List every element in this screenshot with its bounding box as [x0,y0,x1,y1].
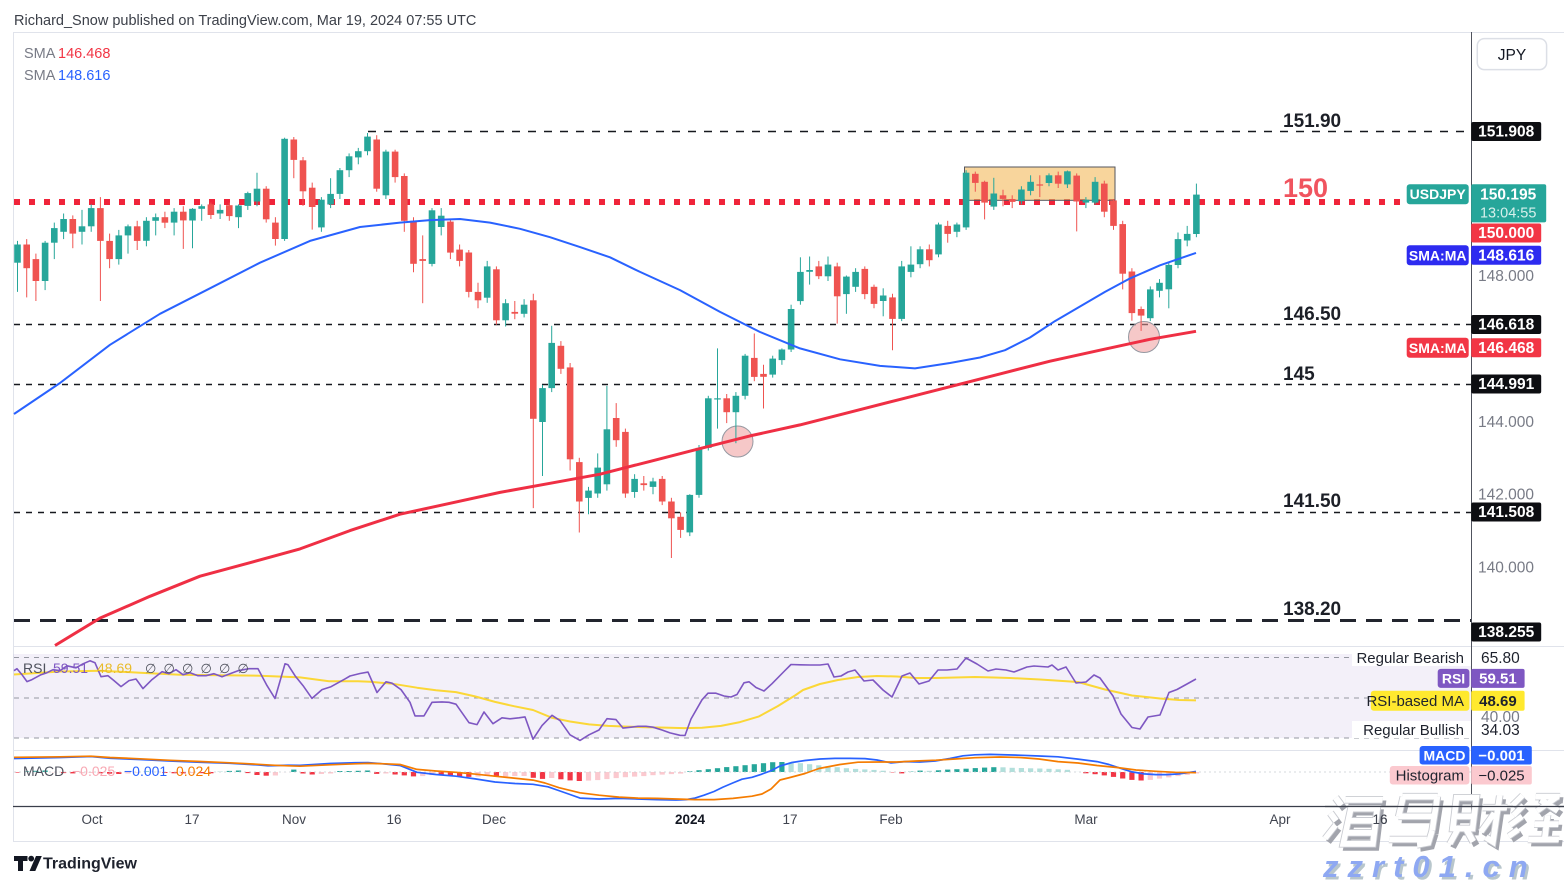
svg-text:SMA: SMA [24,46,56,62]
svg-text:145: 145 [1283,364,1315,385]
svg-text:151.908: 151.908 [1478,124,1534,141]
svg-text:151.90: 151.90 [1283,111,1341,132]
svg-text:144.000: 144.000 [1478,414,1534,431]
svg-text:48.69: 48.69 [1479,693,1517,710]
svg-text:140.000: 140.000 [1478,560,1534,577]
svg-text:48.69: 48.69 [97,660,132,676]
svg-text:148.616: 148.616 [1478,247,1534,264]
svg-text:16: 16 [386,812,401,827]
svg-text:17: 17 [782,812,797,827]
svg-text:TradingView: TradingView [43,856,138,873]
svg-text:Dec: Dec [482,812,506,827]
svg-text:34.03: 34.03 [1481,722,1520,739]
svg-text:146.468: 146.468 [58,46,110,62]
svg-text:Oct: Oct [81,812,102,827]
svg-text:Apr: Apr [1269,812,1291,827]
svg-text:RSI: RSI [23,660,46,676]
svg-text:SMA:MA: SMA:MA [1409,247,1467,263]
svg-text:Nov: Nov [282,812,306,827]
svg-text:13:04:55: 13:04:55 [1480,206,1536,222]
svg-text:∅: ∅ [201,661,212,676]
svg-text:138.20: 138.20 [1283,599,1341,620]
svg-text:SMA:MA: SMA:MA [1409,340,1467,356]
svg-text:150.000: 150.000 [1478,225,1534,242]
svg-text:Regular Bullish: Regular Bullish [1363,722,1464,739]
svg-text:2024: 2024 [675,812,706,827]
svg-text:∅: ∅ [145,661,156,676]
svg-text:Regular Bearish: Regular Bearish [1356,650,1464,667]
svg-text:JPY: JPY [1498,47,1526,64]
svg-text:∅: ∅ [164,661,175,676]
svg-text:−0.025: −0.025 [72,763,115,779]
svg-text:16: 16 [1372,812,1387,827]
svg-text:148.000: 148.000 [1478,268,1534,285]
svg-text:Histogram: Histogram [1396,768,1464,785]
svg-text:USDJPY: USDJPY [1410,186,1467,202]
svg-text:148.616: 148.616 [58,68,110,84]
svg-text:Richard_Snow published on Trad: Richard_Snow published on TradingView.co… [14,13,476,29]
svg-text:−0.025: −0.025 [1478,768,1524,785]
svg-text:65.80: 65.80 [1481,650,1520,667]
svg-text:∅: ∅ [182,661,193,676]
svg-text:146.618: 146.618 [1478,317,1534,334]
svg-text:MACD: MACD [23,763,64,779]
svg-text:146.468: 146.468 [1478,340,1534,357]
svg-text:Feb: Feb [879,812,902,827]
svg-text:142.000: 142.000 [1478,487,1534,504]
svg-text:MACD: MACD [1424,748,1466,764]
svg-text:−0.001: −0.001 [1478,748,1524,765]
svg-text:RSI: RSI [1442,671,1465,687]
svg-text:zzrt01.cn: zzrt01.cn [1322,849,1537,884]
svg-text:∅: ∅ [238,661,249,676]
svg-text:150.195: 150.195 [1480,187,1536,204]
svg-text:144.991: 144.991 [1478,376,1534,393]
svg-text:RSI-based MA: RSI-based MA [1366,693,1464,710]
svg-text:−0.001: −0.001 [124,763,167,779]
svg-text:40.00: 40.00 [1481,709,1520,726]
svg-text:59.51: 59.51 [53,660,88,676]
svg-text:59.51: 59.51 [1479,671,1517,688]
svg-text:138.255: 138.255 [1478,624,1534,641]
svg-text:141.50: 141.50 [1283,491,1341,512]
svg-text:SMA: SMA [24,68,56,84]
svg-text:141.508: 141.508 [1478,504,1534,521]
svg-text:17: 17 [184,812,199,827]
svg-text:146.50: 146.50 [1283,304,1341,325]
svg-text:0.024: 0.024 [176,763,211,779]
svg-text:Mar: Mar [1074,812,1098,827]
svg-text:∅: ∅ [219,661,230,676]
svg-text:150: 150 [1283,173,1328,203]
